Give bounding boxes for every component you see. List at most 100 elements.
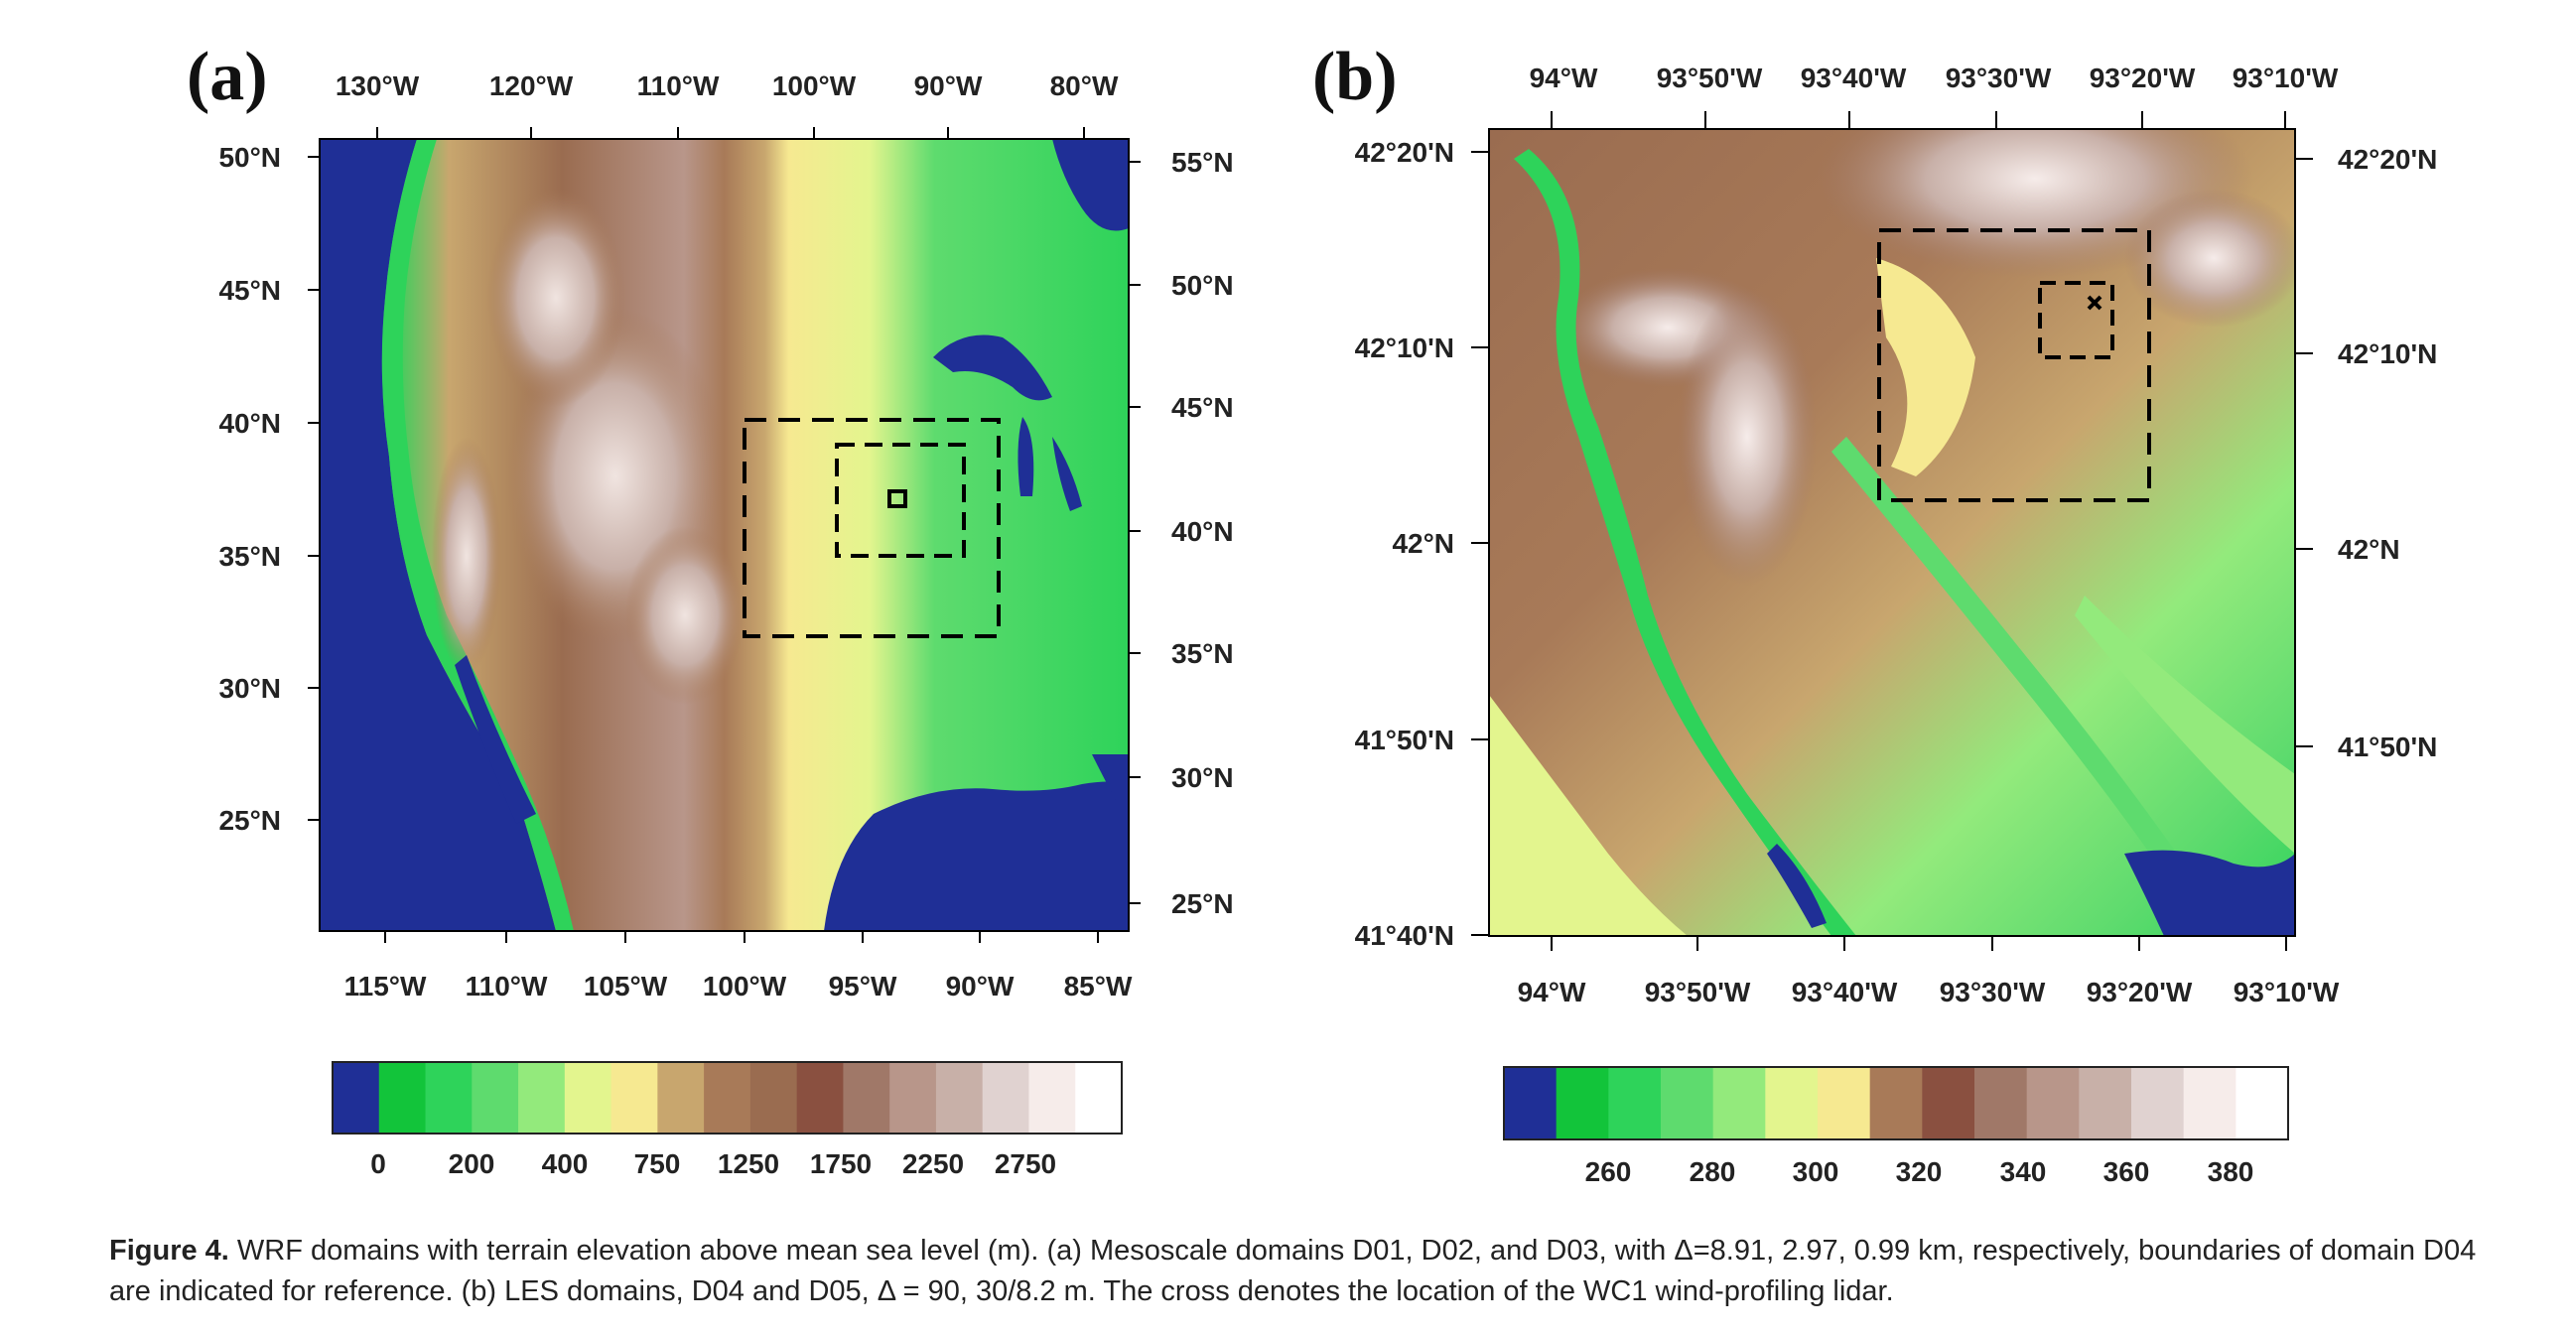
b-colorbar-swatch bbox=[1556, 1067, 1609, 1139]
a-left-tick: 50°N bbox=[218, 142, 281, 173]
b-colorbar-label: 340 bbox=[2000, 1156, 2047, 1187]
a-top-tick: 80°W bbox=[1050, 70, 1119, 101]
a-left-tick: 35°N bbox=[218, 541, 281, 572]
b-colorbar-swatch bbox=[2183, 1067, 2237, 1139]
b-colorbar-swatch bbox=[2026, 1067, 2080, 1139]
b-bottom-tick: 93°10'W bbox=[2234, 977, 2340, 1007]
b-bottom-tick: 94°W bbox=[1518, 977, 1586, 1007]
b-colorbar-swatch bbox=[1974, 1067, 2028, 1139]
a-left-tick: 25°N bbox=[218, 805, 281, 836]
a-bottom-tick: 105°W bbox=[584, 971, 668, 1001]
domain-d05-box bbox=[2038, 281, 2114, 359]
b-colorbar-swatch bbox=[1608, 1067, 1662, 1139]
a-bottom-tick: 95°W bbox=[829, 971, 897, 1001]
b-top-tick: 93°40'W bbox=[1801, 63, 1907, 93]
b-top-tick: 93°20'W bbox=[2090, 63, 2196, 93]
a-top-tick: 100°W bbox=[772, 70, 857, 101]
b-colorbar-swatch-frame bbox=[1503, 1066, 2289, 1140]
panel-a-tick-marks bbox=[308, 127, 1141, 943]
a-colorbar-swatch bbox=[610, 1062, 658, 1134]
panel-b: (b) bbox=[1312, 39, 2437, 1187]
b-left-tick: 41°40'N bbox=[1355, 920, 1454, 951]
b-top-tick: 93°30'W bbox=[1946, 63, 2052, 93]
b-bottom-tick: 93°50'W bbox=[1645, 977, 1751, 1007]
domain-d02-box bbox=[835, 443, 966, 558]
a-top-tick: 120°W bbox=[489, 70, 574, 101]
b-colorbar-swatch bbox=[1765, 1067, 1819, 1139]
a-right-tick: 25°N bbox=[1171, 888, 1234, 919]
panel-b-tag: (b) bbox=[1312, 39, 1398, 115]
panel-b-tick-marks bbox=[1471, 111, 2313, 951]
b-right-tick: 42°20'N bbox=[2338, 144, 2437, 175]
b-left-tick: 42°10'N bbox=[1355, 333, 1454, 363]
a-right-tick: 40°N bbox=[1171, 516, 1234, 547]
b-colorbar-swatch bbox=[2131, 1067, 2185, 1139]
figure-caption: Figure 4. WRF domains with terrain eleva… bbox=[109, 1231, 2492, 1312]
a-colorbar-label: 750 bbox=[634, 1148, 681, 1179]
b-bottom-tick: 93°30'W bbox=[1940, 977, 2046, 1007]
b-bottom-tick: 93°20'W bbox=[2087, 977, 2193, 1007]
a-top-tick: 110°W bbox=[637, 70, 720, 101]
b-right-tick: 42°N bbox=[2338, 534, 2400, 565]
b-colorbar-swatch bbox=[2079, 1067, 2132, 1139]
b-colorbar-swatch bbox=[1661, 1067, 1714, 1139]
a-left-tick: 30°N bbox=[218, 673, 281, 704]
panel-a-map bbox=[320, 139, 1129, 931]
caption-body: WRF domains with terrain elevation above… bbox=[109, 1235, 2477, 1307]
a-left-tick: 40°N bbox=[218, 408, 281, 439]
a-top-tick: 130°W bbox=[336, 70, 420, 101]
b-left-tick: 42°N bbox=[1392, 528, 1454, 559]
a-colorbar-swatch bbox=[378, 1062, 427, 1134]
a-colorbar-label: 2250 bbox=[902, 1148, 964, 1179]
b-colorbar-swatch bbox=[1712, 1067, 1766, 1139]
a-right-tick: 55°N bbox=[1171, 147, 1234, 178]
b-top-tick: 93°50'W bbox=[1657, 63, 1763, 93]
panel-a-colorbar bbox=[332, 1061, 1123, 1135]
a-colorbar-swatch bbox=[425, 1062, 473, 1134]
panel-a-tag: (a) bbox=[187, 39, 268, 115]
a-right-tick: 50°N bbox=[1171, 270, 1234, 301]
b-colorbar-label: 380 bbox=[2208, 1156, 2254, 1187]
domain-d03-box bbox=[887, 489, 907, 508]
b-colorbar-swatch bbox=[1504, 1067, 1558, 1139]
b-right-tick: 41°50'N bbox=[2338, 732, 2437, 762]
a-bottom-tick: 115°W bbox=[344, 971, 427, 1001]
domain-d04-box bbox=[1877, 228, 2151, 502]
a-colorbar-swatch bbox=[982, 1062, 1029, 1134]
a-colorbar-label: 1750 bbox=[810, 1148, 872, 1179]
b-right-tick: 42°10'N bbox=[2338, 338, 2437, 369]
caption-head: Figure 4. bbox=[109, 1235, 229, 1267]
panel-b-map bbox=[1489, 129, 2295, 936]
a-right-tick: 30°N bbox=[1171, 762, 1234, 793]
a-colorbar-swatch bbox=[1028, 1062, 1076, 1134]
a-colorbar-swatch bbox=[657, 1062, 705, 1134]
a-colorbar-swatch bbox=[843, 1062, 890, 1134]
a-colorbar-label: 0 bbox=[370, 1148, 386, 1179]
a-colorbar-swatch bbox=[889, 1062, 937, 1134]
a-colorbar-swatch bbox=[749, 1062, 798, 1134]
b-left-tick: 41°50'N bbox=[1355, 725, 1454, 755]
b-colorbar-swatch bbox=[1818, 1067, 1871, 1139]
a-colorbar-swatch bbox=[1075, 1062, 1123, 1134]
b-colorbar-label: 320 bbox=[1896, 1156, 1943, 1187]
b-colorbar-swatch bbox=[1922, 1067, 1975, 1139]
b-colorbar-swatch bbox=[2236, 1067, 2289, 1139]
a-colorbar-swatch bbox=[935, 1062, 984, 1134]
a-top-tick: 90°W bbox=[914, 70, 983, 101]
a-colorbar-swatch-frame bbox=[332, 1061, 1123, 1135]
a-colorbar-swatch bbox=[472, 1062, 519, 1134]
a-colorbar-swatch bbox=[518, 1062, 566, 1134]
b-colorbar-label: 280 bbox=[1690, 1156, 1736, 1187]
a-right-tick: 45°N bbox=[1171, 392, 1234, 423]
panel-b-colorbar bbox=[1503, 1066, 2289, 1140]
a-colorbar-swatch bbox=[564, 1062, 612, 1134]
a-right-tick: 35°N bbox=[1171, 638, 1234, 669]
a-colorbar-label: 1250 bbox=[718, 1148, 779, 1179]
panel-a: (a) bbox=[187, 39, 1234, 1179]
b-colorbar-label: 300 bbox=[1793, 1156, 1839, 1187]
a-colorbar-label: 200 bbox=[449, 1148, 495, 1179]
a-colorbar-label: 400 bbox=[542, 1148, 589, 1179]
a-left-tick: 45°N bbox=[218, 275, 281, 306]
a-bottom-tick: 85°W bbox=[1064, 971, 1133, 1001]
